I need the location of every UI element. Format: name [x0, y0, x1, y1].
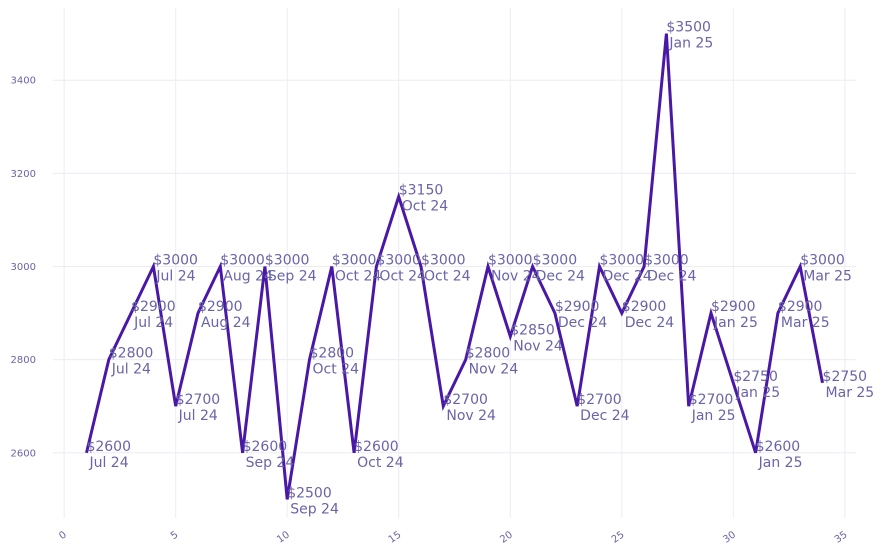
data-label-price: $2600 — [243, 439, 288, 455]
y-tick-label: 3000 — [11, 262, 36, 273]
data-label-price: $2750 — [733, 369, 778, 385]
data-label-price: $2700 — [176, 392, 221, 408]
x-tick-label: 20 — [498, 529, 515, 545]
data-label-price: $3150 — [399, 183, 444, 199]
x-tick-label: 25 — [610, 529, 627, 545]
data-label-price: $2750 — [823, 369, 868, 385]
x-axis-ticks: 0 5 10 15 20 25 30 35 — [57, 529, 849, 545]
data-label-price: $3000 — [644, 252, 689, 268]
data-label-month: Sep 24 — [268, 268, 317, 284]
data-label-month: Jan 25 — [735, 385, 780, 401]
data-label-month: Nov 24 — [491, 268, 541, 284]
data-label-price: $2900 — [711, 299, 756, 315]
data-label-month: Aug 24 — [201, 315, 251, 331]
data-label-month: Aug 24 — [223, 268, 273, 284]
data-label-month: Nov 24 — [446, 408, 496, 424]
data-label-price: $3000 — [153, 252, 198, 268]
x-tick-label: 5 — [169, 529, 181, 542]
data-label-month: Oct 24 — [402, 199, 449, 215]
data-label-price: $3500 — [666, 20, 711, 36]
x-tick-label: 30 — [721, 529, 738, 545]
x-tick-label: 10 — [275, 529, 292, 545]
data-label-price: $2700 — [689, 392, 734, 408]
data-label-price: $3000 — [533, 252, 578, 268]
data-label-price: $2850 — [510, 322, 555, 338]
data-label-month: Oct 24 — [313, 362, 360, 378]
data-label-price: $3000 — [488, 252, 533, 268]
y-tick-label: 3200 — [11, 169, 36, 180]
data-label-month: Oct 24 — [357, 455, 404, 471]
data-label-month: Jul 24 — [111, 362, 151, 378]
data-label-month: Dec 24 — [536, 268, 585, 284]
data-label-month: Oct 24 — [379, 268, 426, 284]
data-label-price: $2800 — [310, 346, 355, 362]
data-label-price: $3000 — [220, 252, 265, 268]
data-label-price: $3000 — [800, 252, 845, 268]
data-label-price: $2700 — [577, 392, 622, 408]
data-label-month: Dec 24 — [647, 268, 696, 284]
data-label-month: Jul 24 — [155, 268, 195, 284]
data-label-month: Nov 24 — [469, 362, 519, 378]
data-label-month: Jul 24 — [178, 408, 218, 424]
data-label-month: Sep 24 — [246, 455, 295, 471]
data-label-price: $3000 — [599, 252, 644, 268]
y-tick-label: 2600 — [11, 448, 36, 459]
data-label-price: $2900 — [198, 299, 243, 315]
x-tick-label: 35 — [833, 529, 850, 545]
data-label-price: $3000 — [332, 252, 377, 268]
x-tick-label: 15 — [387, 529, 404, 545]
data-label-month: Mar 25 — [781, 315, 830, 331]
data-label-month: Jul 24 — [88, 455, 128, 471]
data-label-price: $2900 — [131, 299, 176, 315]
data-label-price: $2600 — [756, 439, 801, 455]
data-label-price: $2800 — [466, 346, 511, 362]
data-label-price: $2800 — [109, 346, 154, 362]
data-label-price: $2700 — [443, 392, 488, 408]
y-tick-label: 2800 — [11, 355, 36, 366]
data-label-month: Jan 25 — [691, 408, 736, 424]
data-label-price: $3000 — [421, 252, 466, 268]
data-label-month: Mar 25 — [803, 268, 852, 284]
series-line — [85, 33, 824, 500]
data-label-price: $2900 — [555, 299, 600, 315]
data-label-month: Jan 25 — [713, 315, 758, 331]
data-label-month: Dec 24 — [602, 268, 651, 284]
x-tick-label: 0 — [57, 529, 69, 542]
data-label-month: Jan 25 — [758, 455, 803, 471]
data-label-price: $2900 — [778, 299, 823, 315]
data-label-month: Sep 24 — [290, 501, 339, 517]
data-label-price: $2500 — [287, 485, 332, 501]
data-label-price: $2600 — [86, 439, 131, 455]
y-tick-label: 3400 — [11, 76, 36, 87]
data-label-price: $3000 — [376, 252, 421, 268]
data-label-month: Jan 25 — [668, 36, 713, 52]
y-axis-ticks: 2600 2800 3000 3200 3400 — [11, 76, 36, 460]
data-label-month: Jul 24 — [133, 315, 173, 331]
data-label-month: Oct 24 — [335, 268, 382, 284]
data-label-month: Nov 24 — [513, 338, 563, 354]
data-label-price: $2900 — [622, 299, 667, 315]
data-label-month: Mar 25 — [826, 385, 875, 401]
data-label-month: Dec 24 — [580, 408, 629, 424]
data-label-price: $3000 — [265, 252, 310, 268]
data-label-month: Dec 24 — [558, 315, 607, 331]
data-label-month: Dec 24 — [625, 315, 674, 331]
data-label-month: Oct 24 — [424, 268, 471, 284]
data-label-price: $2600 — [354, 439, 399, 455]
